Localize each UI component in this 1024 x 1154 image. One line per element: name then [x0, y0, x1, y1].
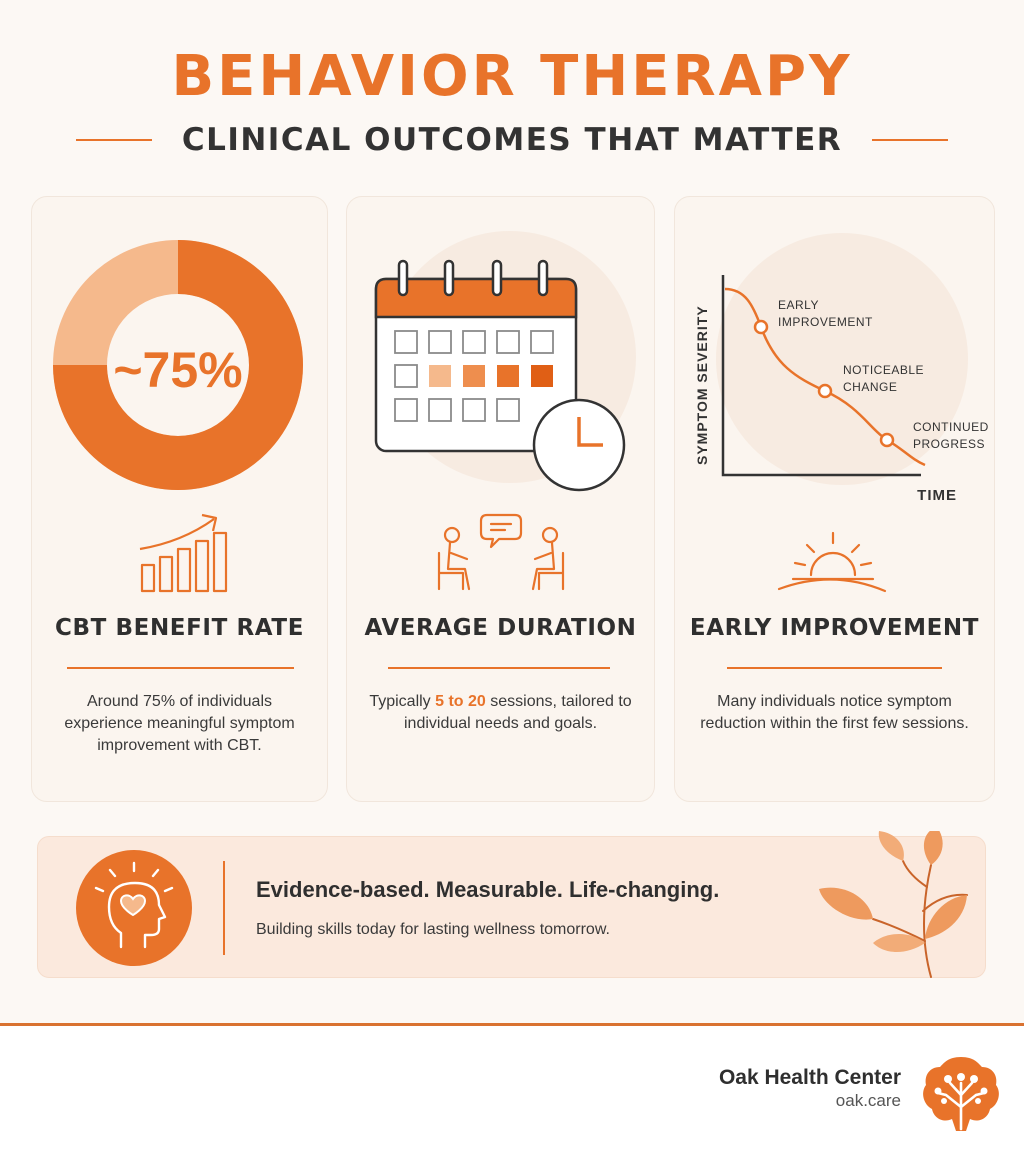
- banner-headline: Evidence-based. Measurable. Life-changin…: [256, 877, 720, 902]
- therapy-session-icon: [437, 513, 565, 591]
- subtitle-rule-left: [75, 139, 152, 141]
- marker-label: CONTINUED: [913, 420, 989, 434]
- donut-chart: ~75%: [53, 240, 303, 593]
- footer: Oak Health Center oak.care: [0, 1026, 1024, 1154]
- oak-tree-brain-logo: [923, 1057, 999, 1131]
- chart-axes: [721, 275, 921, 477]
- improvement-curve-chart: SYMPTOM SEVERITY TIME EARLY IMPROVEMENT …: [694, 233, 989, 593]
- bar-chart-growth-icon: [139, 513, 228, 593]
- tagline-banner: Evidence-based. Measurable. Life-changin…: [37, 831, 986, 978]
- marker-label: CHANGE: [843, 380, 897, 394]
- card-description: Typically 5 to 20 sessions, tailored to …: [367, 691, 634, 735]
- donut-stat-label: ~75%: [113, 342, 242, 398]
- y-axis-label: SYMPTOM SEVERITY: [694, 305, 710, 465]
- card-title: AVERAGE DURATION: [364, 615, 637, 641]
- donut-value-arc: [53, 240, 303, 490]
- marker-noticeable-change: [817, 383, 833, 399]
- background-circle: [716, 233, 968, 485]
- banner-divider: [223, 861, 225, 955]
- footer-divider: [0, 1023, 1024, 1026]
- card-description: Many individuals notice symptom reductio…: [700, 693, 969, 732]
- marker-early-improvement: [753, 319, 769, 335]
- brand-url[interactable]: oak.care: [835, 1091, 901, 1110]
- marker-label: PROGRESS: [913, 437, 985, 451]
- mind-heart-icon: [76, 850, 192, 966]
- card-title: EARLY IMPROVEMENT: [689, 615, 980, 641]
- card-rule: [388, 667, 610, 669]
- clock-icon: [532, 398, 626, 492]
- subtitle-row: CLINICAL OUTCOMES THAT MATTER: [0, 120, 1024, 160]
- calendar-icon: [374, 259, 578, 453]
- page-subtitle: CLINICAL OUTCOMES THAT MATTER: [181, 122, 843, 158]
- x-axis-label: TIME: [917, 487, 957, 504]
- card-rule: [727, 667, 942, 669]
- card-cbt-benefit-rate: ~75% CBT BENEFIT RATE Around 75% of indi…: [31, 196, 328, 802]
- description-text: Typically: [369, 693, 436, 710]
- leaves-icon: [819, 831, 968, 978]
- session-range-highlight: 5 to 20: [435, 693, 486, 710]
- marker-label: NOTICEABLE: [843, 363, 924, 377]
- page-title: BEHAVIOR THERAPY: [171, 44, 853, 109]
- card-title: CBT BENEFIT RATE: [55, 615, 304, 641]
- marker-label: IMPROVEMENT: [778, 315, 873, 329]
- brand-name: Oak Health Center: [718, 1066, 901, 1089]
- subtitle-rule-right: [872, 139, 949, 141]
- card-description: Around 75% of individuals experience mea…: [64, 693, 295, 754]
- sunrise-icon: [777, 531, 887, 593]
- marker-label: EARLY: [778, 298, 819, 312]
- card-average-duration: AVERAGE DURATION Typically 5 to 20 sessi…: [346, 196, 655, 802]
- description-text: sessions, tailored to individual needs a…: [403, 693, 632, 732]
- card-early-improvement: SYMPTOM SEVERITY TIME EARLY IMPROVEMENT …: [674, 196, 995, 802]
- marker-continued-progress: [879, 432, 895, 448]
- duration-illustration: [374, 231, 636, 591]
- card-rule: [67, 667, 294, 669]
- banner-subtext: Building skills today for lasting wellne…: [256, 921, 610, 938]
